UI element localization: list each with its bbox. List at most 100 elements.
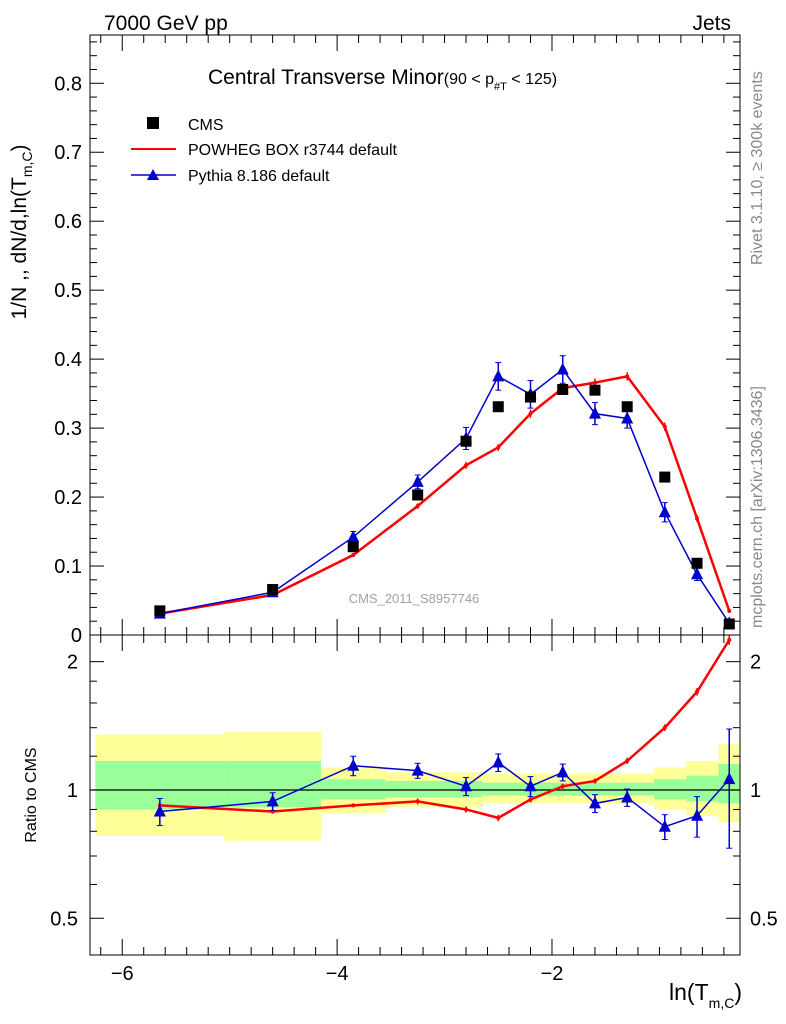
cms-point bbox=[154, 605, 166, 617]
ratio-pythia-point bbox=[524, 779, 537, 792]
cms-point bbox=[524, 391, 536, 403]
ratio-pythia-point bbox=[621, 790, 634, 803]
ratio-pythia-point bbox=[658, 819, 671, 832]
energy-label: 7000 GeV pp bbox=[104, 12, 228, 35]
pythia-point bbox=[658, 505, 671, 518]
cms-point bbox=[589, 384, 601, 396]
ratio-pythia-point bbox=[588, 796, 601, 809]
ratio-y-tick-label-right: 1 bbox=[750, 780, 761, 802]
pythia-point bbox=[492, 369, 505, 382]
ratio-band-green bbox=[482, 782, 655, 796]
cms-point bbox=[460, 435, 472, 447]
pythia-point bbox=[621, 411, 634, 424]
x-tick-label: −6 bbox=[111, 963, 134, 985]
ratio-powheg-point bbox=[592, 778, 597, 783]
main-y-tick-label: 0.8 bbox=[54, 73, 82, 95]
pythia-point bbox=[347, 530, 360, 543]
cms-point bbox=[557, 383, 569, 395]
main-y-tick-label: 0.7 bbox=[54, 142, 82, 164]
legend-cms-marker bbox=[147, 117, 159, 129]
mcplots-label: mcplots.cern.ch [arXiv:1306.3436] bbox=[749, 386, 766, 628]
main-title: Central Transverse Minor(90 < p#T < 125) bbox=[208, 66, 557, 93]
legend: CMS POWHEG BOX r3744 default Pythia 8.18… bbox=[131, 117, 398, 185]
legend-powheg-label: POWHEG BOX r3744 default bbox=[188, 142, 398, 159]
ratio-powheg-point bbox=[496, 815, 501, 820]
ratio-pythia-point bbox=[460, 779, 473, 792]
legend-cms-label: CMS bbox=[188, 117, 224, 134]
powheg-point bbox=[695, 516, 700, 521]
ratio-panel: 0.5 0.5 1 1 2 2 −6 −4 −2 Ratio to CMS bbox=[23, 634, 778, 985]
cms-point bbox=[492, 401, 504, 413]
main-y-tick-label: 0.3 bbox=[54, 418, 82, 440]
ratio-pythia-point bbox=[556, 765, 569, 778]
process-label: Jets bbox=[692, 12, 731, 35]
main-y-tick-label: 0.5 bbox=[54, 280, 82, 302]
ratio-pythia-point bbox=[153, 804, 166, 817]
cms-point bbox=[412, 489, 424, 501]
pythia-point bbox=[691, 567, 704, 580]
ratio-data-layer bbox=[90, 635, 740, 849]
ratio-powheg-point bbox=[695, 689, 700, 694]
powheg-point bbox=[528, 411, 533, 416]
main-y-tick-label: 0.1 bbox=[54, 556, 82, 578]
main-data-layer bbox=[153, 355, 736, 630]
cms-point bbox=[621, 401, 633, 413]
powheg-point bbox=[727, 608, 732, 613]
cms-point bbox=[267, 583, 279, 595]
legend-pythia-label: Pythia 8.186 default bbox=[188, 168, 330, 185]
cms-point bbox=[659, 471, 671, 483]
main-y-axis-label: 1/N ,, dN/d,ln(Tm,C) bbox=[8, 144, 35, 319]
main-y-tick-label: 0 bbox=[71, 625, 82, 647]
ratio-pythia-point bbox=[492, 755, 505, 768]
ratio-powheg-point bbox=[662, 725, 667, 730]
ratio-powheg-point bbox=[415, 799, 420, 804]
powheg-point bbox=[625, 374, 630, 379]
powheg-point bbox=[464, 463, 469, 468]
main-panel: 0 0.1 0.2 0.3 0.4 0.5 0.6 0.7 0.8 Central Transv… bbox=[8, 34, 741, 647]
ratio-powheg-point bbox=[528, 797, 533, 802]
cms-point bbox=[347, 541, 359, 553]
ratio-powheg-point bbox=[727, 637, 732, 642]
ratio-pythia-point bbox=[266, 794, 279, 807]
main-y-tick-label: 0.2 bbox=[54, 487, 82, 509]
pythia-point bbox=[556, 362, 569, 375]
ratio-powheg-point bbox=[351, 803, 356, 808]
ratio-powheg-point bbox=[464, 807, 469, 812]
x-axis-label: ln(Tm,C) bbox=[669, 979, 742, 1011]
ratio-ticks: 0.5 0.5 1 1 2 2 −6 −4 −2 bbox=[50, 635, 778, 985]
pythia-point bbox=[411, 474, 424, 487]
legend-pythia-marker bbox=[147, 169, 159, 180]
cms-point bbox=[723, 618, 735, 630]
x-tick-label: −2 bbox=[541, 963, 564, 985]
rivet-version-label: Rivet 3.1.10, ≥ 300k events bbox=[749, 71, 766, 265]
ratio-pythia-point bbox=[691, 808, 704, 821]
ratio-pythia-point bbox=[411, 763, 424, 776]
ratio-band-green bbox=[654, 779, 687, 800]
cms-point bbox=[691, 557, 703, 569]
ratio-band-green bbox=[385, 780, 483, 798]
powheg-line bbox=[159, 375, 731, 615]
ratio-y-tick-label: 2 bbox=[67, 652, 78, 674]
ratio-pythia-point bbox=[723, 772, 736, 785]
ratio-pythia-point bbox=[347, 758, 360, 771]
ratio-powheg-point bbox=[625, 758, 630, 763]
main-ticks: 0 0.1 0.2 0.3 0.4 0.5 0.6 0.7 0.8 bbox=[54, 35, 740, 647]
ratio-frame bbox=[89, 634, 741, 956]
ratio-y-tick-label-right: 0.5 bbox=[750, 908, 778, 930]
powheg-point bbox=[496, 445, 501, 450]
ratio-y-tick-label: 1 bbox=[67, 780, 78, 802]
powheg-point bbox=[592, 380, 597, 385]
ratio-y-tick-label: 0.5 bbox=[50, 908, 78, 930]
ratio-y-tick-label-right: 2 bbox=[750, 652, 761, 674]
powheg-point bbox=[415, 504, 420, 509]
analysis-watermark: CMS_2011_S8957746 bbox=[349, 591, 480, 606]
ratio-band-green bbox=[320, 779, 386, 800]
x-tick-label: −4 bbox=[326, 963, 349, 985]
pythia-point bbox=[588, 406, 601, 419]
pythia-line bbox=[159, 368, 730, 624]
main-y-tick-label: 0.4 bbox=[54, 349, 82, 371]
ratio-powheg-point bbox=[560, 784, 565, 789]
powheg-point bbox=[351, 553, 356, 557]
main-y-tick-label: 0.6 bbox=[54, 211, 82, 233]
